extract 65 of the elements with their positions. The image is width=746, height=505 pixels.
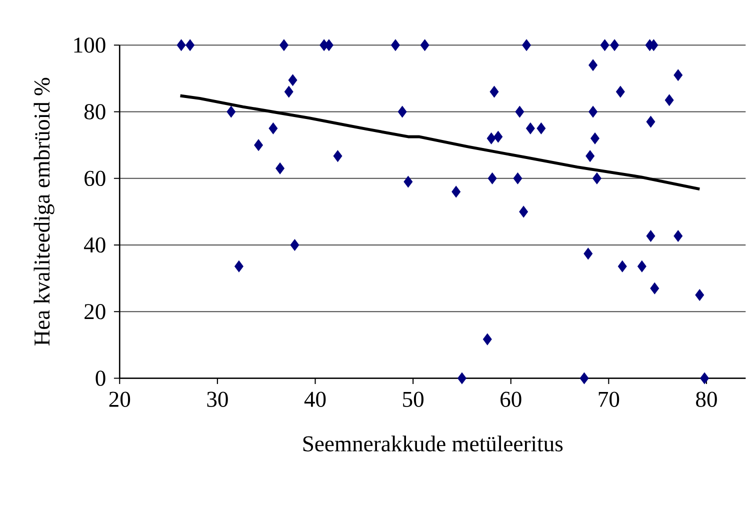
x-tick-label: 80 xyxy=(696,392,717,407)
point xyxy=(522,39,531,51)
point xyxy=(600,39,610,51)
y-tick-label: 40 xyxy=(84,237,106,253)
point xyxy=(584,248,593,260)
point xyxy=(588,106,598,118)
point xyxy=(674,230,683,242)
point xyxy=(650,282,660,294)
point xyxy=(186,39,195,51)
point xyxy=(580,372,589,384)
y-tick-label: 20 xyxy=(84,304,106,320)
x-tick-label: 70 xyxy=(598,392,620,407)
y-tick-label: 80 xyxy=(84,104,106,120)
point xyxy=(280,39,288,51)
point xyxy=(513,172,522,184)
point xyxy=(391,39,400,51)
x-axis-title: Seemnerakkude metüleeritus xyxy=(303,436,563,452)
point xyxy=(664,94,674,106)
point xyxy=(290,239,300,251)
point xyxy=(482,333,492,346)
point xyxy=(452,186,461,198)
line-series xyxy=(178,94,702,191)
point xyxy=(700,372,709,384)
y-tick-label: 0 xyxy=(96,370,106,386)
point xyxy=(590,132,600,144)
x-tick-label: 40 xyxy=(304,392,326,407)
y-tick-label: 60 xyxy=(84,170,106,186)
point xyxy=(646,230,656,242)
point xyxy=(616,86,625,98)
x-tick-label: 60 xyxy=(500,392,522,407)
point xyxy=(268,122,278,134)
point xyxy=(420,39,430,51)
point xyxy=(226,106,236,118)
point xyxy=(637,260,646,272)
point xyxy=(646,116,656,128)
x-tick-label: 50 xyxy=(403,392,424,407)
x-tick-label: 20 xyxy=(109,392,130,407)
point xyxy=(695,289,704,301)
point xyxy=(404,176,413,188)
point xyxy=(490,86,499,98)
y-tick-label: 100 xyxy=(74,37,106,53)
point xyxy=(588,59,598,71)
point xyxy=(284,86,294,98)
point xyxy=(398,106,407,118)
point xyxy=(234,260,244,272)
point xyxy=(586,150,595,162)
point xyxy=(526,122,535,134)
point xyxy=(288,74,298,86)
point xyxy=(592,172,602,184)
y-axis-title: Hea kvaliteediga embrüoid % xyxy=(34,78,54,346)
point xyxy=(494,130,503,143)
point xyxy=(536,122,546,134)
point xyxy=(488,172,497,184)
point xyxy=(333,150,342,162)
point xyxy=(610,39,619,51)
point xyxy=(519,206,528,218)
point xyxy=(254,139,263,151)
point xyxy=(486,132,496,144)
point xyxy=(276,162,284,174)
point xyxy=(674,69,683,81)
x-tick-label: 30 xyxy=(207,392,228,407)
point xyxy=(176,39,186,51)
point xyxy=(458,372,466,384)
point xyxy=(515,106,524,118)
point xyxy=(618,260,627,272)
